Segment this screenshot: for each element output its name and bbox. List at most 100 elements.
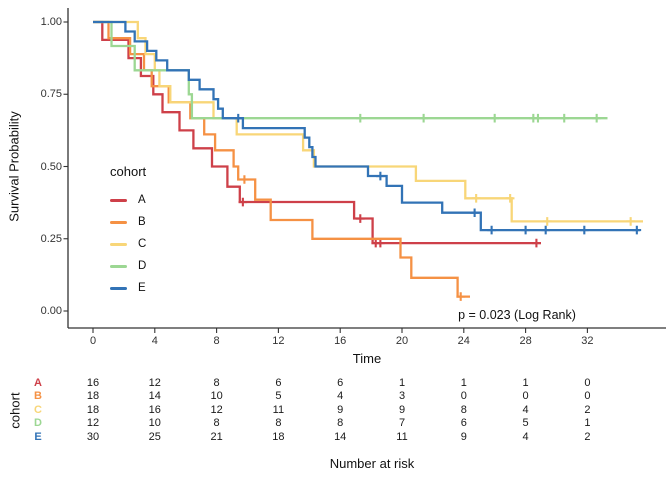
censor-mark-A bbox=[355, 214, 365, 223]
legend-item-B: B bbox=[110, 211, 146, 233]
risk-cell: 1 bbox=[522, 376, 529, 389]
x-tick-label: 0 bbox=[89, 335, 97, 347]
risk-row-label-C: C bbox=[34, 403, 42, 416]
censor-mark-C bbox=[505, 193, 515, 203]
legend-item-label: D bbox=[138, 260, 147, 272]
risk-cell: 9 bbox=[460, 430, 467, 443]
risk-cell: 10 bbox=[148, 417, 161, 429]
survival-curve-A bbox=[93, 20, 541, 245]
x-tick-label: 16 bbox=[334, 335, 347, 347]
risk-cell: 18 bbox=[86, 403, 100, 416]
censor-mark-C bbox=[471, 193, 481, 203]
legend-item-label: C bbox=[138, 238, 147, 250]
x-axis-title: Time bbox=[352, 351, 382, 366]
risk-cell: 9 bbox=[398, 403, 406, 416]
p-value-annotation: p = 0.023 (Log Rank) bbox=[458, 308, 576, 322]
legend-swatch-E bbox=[110, 286, 127, 290]
censor-mark-A bbox=[376, 238, 385, 248]
risk-cell: 0 bbox=[460, 390, 467, 402]
survival-curve-B bbox=[93, 20, 470, 298]
censor-mark-B bbox=[456, 292, 466, 301]
y-tick-label: 0.50 bbox=[40, 160, 62, 173]
x-tick-label: 12 bbox=[272, 335, 285, 347]
risk-cell: 16 bbox=[148, 403, 161, 416]
risk-cell: 8 bbox=[275, 417, 282, 429]
censor-mark-D bbox=[592, 113, 601, 123]
censor-mark-E bbox=[487, 225, 496, 235]
risk-cell: 21 bbox=[210, 430, 223, 443]
x-tick-label: 24 bbox=[457, 335, 470, 347]
risk-row-label-E: E bbox=[34, 430, 42, 443]
risk-cell: 18 bbox=[86, 390, 100, 402]
risk-cell: 0 bbox=[522, 390, 529, 402]
risk-cell: 12 bbox=[210, 403, 223, 416]
risk-cell: 11 bbox=[396, 430, 408, 443]
x-tick-label: 20 bbox=[395, 335, 409, 347]
risk-cell: 12 bbox=[148, 376, 161, 389]
risk-cell: 8 bbox=[213, 376, 220, 389]
censor-mark-E bbox=[470, 208, 479, 218]
risk-table-caption: Number at risk bbox=[329, 456, 415, 471]
legend-item-E: E bbox=[110, 277, 146, 299]
risk-cell: 8 bbox=[337, 417, 344, 429]
legend-item-label: A bbox=[138, 194, 146, 206]
censor-mark-C bbox=[542, 217, 552, 226]
y-axis-title: Survival Probability bbox=[6, 111, 22, 222]
x-tick-label: 32 bbox=[581, 335, 594, 347]
risk-cell: 4 bbox=[522, 430, 529, 443]
y-tick-label: 0.25 bbox=[40, 232, 62, 245]
risk-row-label-A: A bbox=[34, 376, 42, 389]
x-tick-label: 28 bbox=[519, 335, 532, 347]
risk-cell: 1 bbox=[398, 376, 406, 389]
legend-swatch-D bbox=[110, 264, 127, 268]
risk-cell: 1 bbox=[584, 417, 591, 429]
legend-item-A: A bbox=[110, 189, 146, 211]
risk-cell: 8 bbox=[213, 417, 220, 429]
risk-row-label-D: D bbox=[34, 417, 42, 429]
risk-cell: 8 bbox=[460, 403, 467, 416]
risk-cell: 10 bbox=[210, 390, 223, 402]
risk-cell: 18 bbox=[272, 430, 285, 443]
risk-cell: 6 bbox=[337, 376, 344, 389]
y-tick-label: 1.00 bbox=[40, 16, 62, 28]
x-tick-label: 8 bbox=[213, 335, 220, 347]
legend-swatch-A bbox=[110, 198, 127, 202]
survival-curve-E bbox=[93, 20, 640, 232]
censor-mark-E bbox=[541, 225, 550, 235]
censor-mark-E bbox=[233, 113, 243, 123]
risk-cell: 9 bbox=[337, 403, 344, 416]
risk-cell: 4 bbox=[337, 390, 344, 402]
risk-cell: 4 bbox=[522, 403, 529, 416]
censor-mark-D bbox=[490, 113, 499, 123]
risk-cell: 25 bbox=[148, 430, 161, 443]
risk-cell: 2 bbox=[584, 403, 591, 416]
risk-cell: 5 bbox=[275, 390, 282, 402]
censor-mark-A bbox=[238, 197, 248, 207]
y-tick-label: 0.75 bbox=[40, 88, 62, 101]
risk-cell: 0 bbox=[584, 390, 591, 402]
risk-row-label-B: B bbox=[34, 390, 42, 402]
censor-mark-C bbox=[626, 217, 635, 226]
legend-title: cohort bbox=[110, 164, 147, 179]
censor-mark-D bbox=[559, 113, 569, 123]
risk-cell: 6 bbox=[275, 376, 282, 389]
censor-mark-E bbox=[376, 171, 385, 181]
risk-cell: 7 bbox=[398, 417, 406, 429]
risk-cell: 30 bbox=[86, 430, 100, 443]
censor-mark-A bbox=[532, 238, 541, 248]
risk-cell: 11 bbox=[272, 403, 285, 416]
legend-swatch-C bbox=[110, 242, 127, 246]
legend-item-C: C bbox=[110, 233, 146, 255]
risk-cell: 14 bbox=[148, 390, 161, 402]
risk-cell: 14 bbox=[334, 430, 347, 443]
risk-cell: 2 bbox=[584, 430, 591, 443]
risk-cell: 5 bbox=[522, 417, 529, 429]
x-tick-label: 4 bbox=[151, 335, 158, 347]
legend-item-label: E bbox=[138, 282, 146, 294]
risk-cell: 3 bbox=[398, 390, 406, 402]
censor-mark-E bbox=[580, 225, 589, 235]
censor-mark-D bbox=[533, 113, 543, 123]
